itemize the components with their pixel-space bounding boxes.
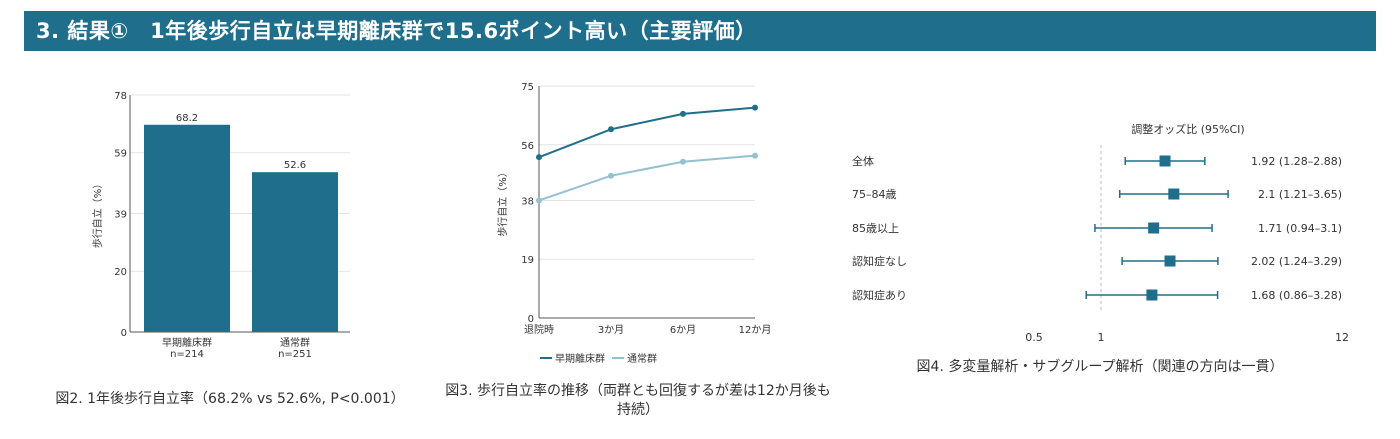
bar-value-label: 68.2 (176, 113, 198, 124)
fig4-caption: 図4. 多変量解析・サブグループ解析（関連の方向は一貫） (916, 359, 1284, 375)
series-line (538, 106, 756, 159)
data-point (536, 197, 542, 204)
point-estimate (1168, 188, 1180, 200)
y-axis-label: 歩行自立（%） (91, 179, 104, 249)
y-tick-label: 0 (528, 314, 534, 325)
x-tick-label: 早期離床群 (162, 336, 212, 349)
slide-title: 3. 結果① 1年後歩行自立は早期離床群で15.6ポイント高い（主要評価） (36, 19, 757, 43)
or-text: 2.1 (1.21–3.65) (1258, 188, 1342, 201)
subgroup-label: 75–84歳 (852, 188, 897, 201)
fig3-caption: 図3. 歩行自立率の推移（両群とも回復するが差は12か月後も持続） (445, 383, 831, 418)
x-tick-sublabel: n=251 (278, 349, 312, 360)
data-point (608, 126, 614, 133)
series-line (538, 154, 756, 202)
bar (144, 124, 230, 333)
data-point (752, 104, 758, 111)
subgroup-label: 全体 (852, 154, 874, 168)
x-tick-label: 0.5 (1025, 331, 1043, 344)
data-point (752, 152, 758, 159)
slide-header: 3. 結果① 1年後歩行自立は早期離床群で15.6ポイント高い（主要評価） (24, 11, 1376, 51)
legend-label: 通常群 (627, 352, 657, 365)
y-tick-label: 0 (121, 328, 127, 339)
forest-title: 調整オッズ比 (95%CI) (1131, 122, 1244, 136)
x-tick-sublabel: n=214 (170, 349, 204, 360)
x-tick-label: 通常群 (280, 336, 310, 349)
point-estimate (1146, 289, 1158, 301)
bar-value-label: 52.6 (284, 160, 306, 171)
point-estimate (1148, 222, 1160, 234)
y-tick-label: 19 (521, 255, 534, 266)
or-text: 2.02 (1.24–3.29) (1251, 255, 1342, 268)
y-tick-label: 78 (114, 91, 127, 102)
y-tick-label: 38 (521, 196, 534, 207)
y-tick-label: 39 (114, 210, 127, 221)
x-tick-label: 1 (1098, 331, 1105, 344)
y-axis-label: 歩行自立（%） (496, 167, 509, 237)
or-text: 1.71 (0.94–3.1) (1258, 222, 1342, 235)
data-point (608, 172, 614, 179)
subgroup-label: 85歳以上 (852, 222, 899, 235)
fig2-caption: 図2. 1年後歩行自立率（68.2% vs 52.6%, P<0.001） (55, 391, 405, 407)
data-point (536, 154, 542, 161)
or-text: 1.68 (0.86–3.28) (1251, 289, 1342, 302)
x-tick-label: 退院時 (524, 323, 554, 336)
x-tick-label: 12 (1335, 331, 1349, 344)
subgroup-label: 認知症あり (852, 288, 907, 302)
data-point (680, 110, 686, 117)
subgroup-label: 認知症なし (852, 254, 907, 268)
y-tick-label: 75 (521, 82, 534, 93)
y-tick-label: 59 (114, 149, 127, 160)
point-estimate (1159, 155, 1171, 167)
data-point (680, 158, 686, 165)
or-text: 1.92 (1.28–2.88) (1251, 155, 1342, 168)
y-tick-label: 20 (114, 267, 127, 278)
x-tick-label: 3か月 (598, 324, 624, 336)
point-estimate (1164, 255, 1176, 267)
bar (252, 172, 338, 332)
x-tick-label: 12か月 (739, 324, 772, 336)
y-tick-label: 56 (521, 141, 534, 152)
legend-label: 早期離床群 (555, 352, 605, 365)
x-tick-label: 6か月 (670, 324, 696, 336)
